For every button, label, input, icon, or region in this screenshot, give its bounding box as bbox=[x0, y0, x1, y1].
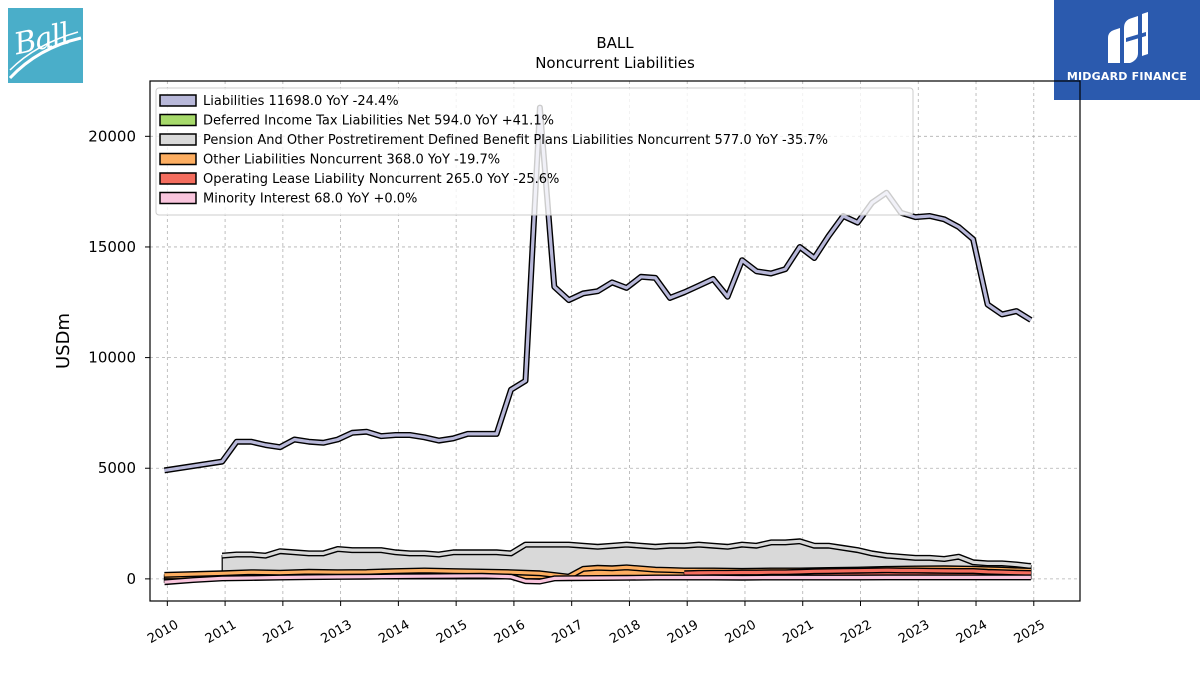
plot-frame bbox=[149, 80, 1081, 602]
y-tick-label: 20000 bbox=[88, 127, 136, 145]
x-tick-label: 2011 bbox=[203, 617, 239, 647]
legend-entry: Pension And Other Postretirement Defined… bbox=[203, 133, 828, 148]
legend: Liabilities 11698.0 YoY -24.4% Deferred I… bbox=[155, 87, 914, 216]
x-tick-label: 2021 bbox=[781, 617, 817, 647]
legend-entry: Other Liabilities Noncurrent 368.0 YoY -… bbox=[203, 153, 500, 168]
x-tick-label: 2020 bbox=[723, 617, 759, 647]
x-tick-label: 2023 bbox=[896, 617, 932, 647]
legend-entry: Operating Lease Liability Noncurrent 265… bbox=[203, 172, 559, 187]
midgard-mark-icon bbox=[1108, 12, 1148, 63]
midgard-logo-text: MIDGARD FINANCE bbox=[1066, 70, 1188, 83]
x-tick-label: 2019 bbox=[665, 617, 701, 647]
x-tick-label: 2018 bbox=[607, 617, 643, 647]
ball-logo-swoosh-icon bbox=[8, 31, 82, 80]
x-tick-label: 2025 bbox=[1012, 617, 1048, 647]
chart-title: BALL bbox=[596, 34, 634, 52]
chart-subtitle: Noncurrent Liabilities bbox=[535, 54, 695, 72]
x-tick-label: 2017 bbox=[550, 617, 586, 647]
x-tick-label: 2015 bbox=[434, 617, 470, 647]
legend-box bbox=[155, 87, 914, 216]
y-tick-label: 0 bbox=[126, 570, 136, 588]
midgard-finance-logo: MIDGARD FINANCE bbox=[1054, 0, 1200, 100]
x-tick-label: 2024 bbox=[954, 617, 990, 647]
ball-logo: Ball bbox=[8, 8, 83, 83]
legend-entry: Liabilities 11698.0 YoY -24.4% bbox=[203, 94, 399, 109]
series-line bbox=[164, 574, 1031, 584]
x-tick-label: 2014 bbox=[376, 617, 412, 647]
x-tick-label: 2013 bbox=[318, 617, 354, 647]
legend-swatch bbox=[159, 172, 197, 185]
legend-entry: Deferred Income Tax Liabilities Net 594.… bbox=[203, 114, 554, 129]
y-axis-label: USDm bbox=[53, 313, 74, 369]
legend-swatch bbox=[159, 133, 197, 146]
x-tick-label: 2022 bbox=[838, 617, 874, 647]
series-line bbox=[222, 539, 1032, 568]
series-line bbox=[684, 568, 1031, 575]
legend-swatch bbox=[159, 94, 197, 107]
legend-swatch bbox=[159, 113, 197, 127]
legend-swatch bbox=[159, 191, 197, 205]
legend-swatch bbox=[159, 152, 197, 166]
y-tick-label: 15000 bbox=[88, 238, 136, 256]
legend-entry: Minority Interest 68.0 YoY +0.0% bbox=[203, 192, 417, 207]
y-tick-label: 10000 bbox=[88, 349, 136, 367]
y-tick-label: 5000 bbox=[98, 459, 136, 477]
x-tick-label: 2016 bbox=[492, 617, 528, 647]
x-tick-label: 2010 bbox=[145, 617, 181, 647]
series-layer bbox=[163, 104, 1033, 586]
x-tick-label: 2012 bbox=[261, 617, 297, 647]
